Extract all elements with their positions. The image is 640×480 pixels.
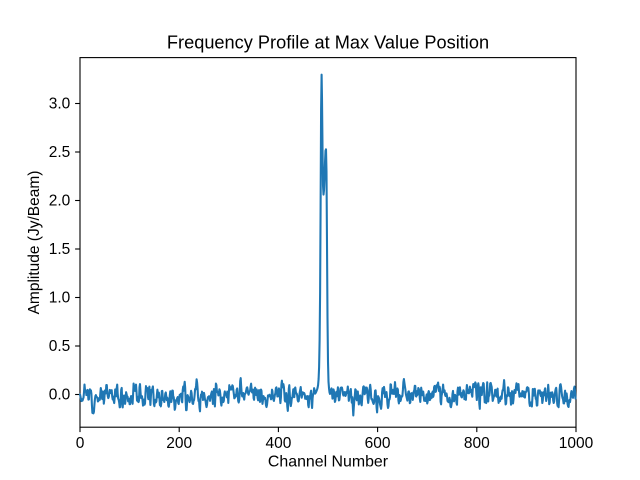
svg-text:1.5: 1.5 — [49, 241, 71, 258]
svg-text:2.0: 2.0 — [49, 193, 71, 210]
svg-text:0: 0 — [76, 435, 85, 452]
svg-text:1.0: 1.0 — [49, 290, 71, 307]
svg-text:1000: 1000 — [559, 435, 594, 452]
svg-text:0.0: 0.0 — [49, 387, 71, 404]
svg-text:400: 400 — [265, 435, 291, 452]
svg-text:Channel Number: Channel Number — [268, 453, 389, 470]
svg-text:2.5: 2.5 — [49, 144, 71, 161]
svg-text:800: 800 — [464, 435, 490, 452]
svg-text:200: 200 — [166, 435, 192, 452]
svg-text:0.5: 0.5 — [49, 338, 71, 355]
svg-text:3.0: 3.0 — [49, 96, 71, 113]
svg-text:Amplitude (Jy/Beam): Amplitude (Jy/Beam) — [26, 171, 43, 315]
svg-text:600: 600 — [365, 435, 391, 452]
svg-text:Frequency Profile at Max Value: Frequency Profile at Max Value Position — [167, 32, 489, 52]
